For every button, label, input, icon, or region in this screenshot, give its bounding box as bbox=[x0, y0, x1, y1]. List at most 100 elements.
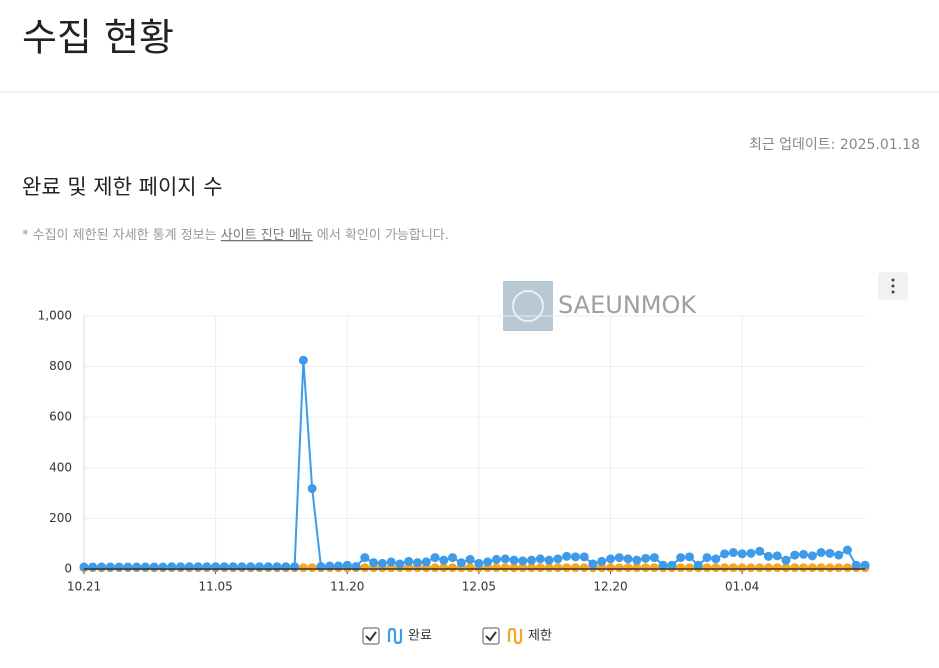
data-point bbox=[272, 562, 282, 572]
data-point bbox=[851, 560, 861, 570]
plot: 0 200 400 600 800 1,000 10.21 11.05 11.20 12.05 12… bbox=[38, 309, 870, 594]
data-point bbox=[123, 562, 133, 572]
data-point bbox=[360, 563, 370, 573]
data-point bbox=[816, 548, 826, 558]
data-point bbox=[404, 563, 414, 573]
data-point bbox=[816, 563, 826, 573]
data-point bbox=[176, 562, 186, 572]
data-point bbox=[772, 563, 782, 573]
data-point bbox=[728, 563, 738, 573]
data-point bbox=[307, 563, 317, 573]
legend-swatch bbox=[507, 627, 523, 645]
data-point bbox=[781, 555, 791, 565]
data-point bbox=[412, 558, 422, 568]
menu-dot bbox=[891, 284, 895, 288]
data-point bbox=[369, 558, 379, 568]
data-point bbox=[711, 554, 721, 564]
y-tick-label: 800 bbox=[49, 359, 72, 373]
data-point bbox=[755, 546, 765, 556]
watermark-text: SAEUNMOK bbox=[558, 291, 697, 319]
data-point bbox=[825, 548, 835, 558]
data-point bbox=[834, 563, 844, 573]
data-point bbox=[386, 557, 396, 567]
data-point bbox=[570, 552, 580, 562]
data-point bbox=[211, 562, 221, 572]
data-point bbox=[842, 563, 852, 573]
data-point bbox=[667, 560, 677, 570]
data-point bbox=[579, 552, 589, 562]
data-point bbox=[88, 562, 98, 572]
data-point bbox=[360, 553, 370, 563]
data-point bbox=[746, 548, 756, 558]
legend-check bbox=[485, 631, 497, 642]
data-point bbox=[255, 562, 265, 572]
data-point bbox=[720, 549, 730, 559]
data-point bbox=[588, 559, 598, 569]
data-point bbox=[246, 562, 256, 572]
data-point bbox=[228, 562, 238, 572]
legend: 완료 제한 bbox=[362, 627, 552, 645]
data-point bbox=[395, 559, 405, 569]
data-point bbox=[491, 563, 501, 573]
legend-label: 제한 bbox=[528, 629, 552, 644]
data-point bbox=[544, 555, 554, 565]
legend-item[interactable]: 제한 bbox=[482, 627, 552, 645]
data-point bbox=[404, 556, 414, 566]
watermark-logo-ring bbox=[512, 290, 544, 322]
y-tick-label: 600 bbox=[49, 410, 72, 424]
data-point bbox=[676, 563, 686, 573]
data-point bbox=[307, 484, 317, 494]
data-point bbox=[281, 562, 291, 572]
legend-check bbox=[365, 631, 377, 642]
data-point bbox=[439, 563, 449, 573]
note-prefix: * 수집이 제한된 자세한 통계 정보는 bbox=[22, 228, 217, 243]
data-point bbox=[641, 553, 651, 563]
data-point bbox=[184, 562, 194, 572]
data-point bbox=[711, 563, 721, 573]
note: * 수집이 제한된 자세한 통계 정보는 사이트 진단 메뉴 에서 확인이 가능… bbox=[22, 228, 449, 243]
data-point bbox=[755, 563, 765, 573]
data-point bbox=[483, 557, 493, 567]
data-point bbox=[544, 563, 554, 573]
data-point bbox=[509, 555, 519, 565]
data-point bbox=[860, 560, 870, 570]
data-point bbox=[781, 563, 791, 573]
update-date: 최근 업데이트: 2025.01.18 bbox=[749, 137, 920, 153]
x-tick-label: 11.05 bbox=[198, 580, 232, 594]
data-point bbox=[325, 561, 335, 571]
legend-checkbox[interactable] bbox=[482, 627, 500, 645]
note-link[interactable]: 사이트 진단 메뉴 bbox=[221, 228, 313, 243]
data-point bbox=[290, 562, 300, 572]
data-point bbox=[518, 563, 528, 573]
data-point bbox=[430, 553, 440, 563]
data-point bbox=[763, 563, 773, 573]
data-point bbox=[158, 562, 168, 572]
data-point bbox=[763, 551, 773, 561]
legend-checkbox[interactable] bbox=[362, 627, 380, 645]
data-point bbox=[263, 562, 273, 572]
data-point bbox=[298, 355, 308, 365]
data-point bbox=[333, 561, 343, 571]
data-point bbox=[606, 554, 616, 564]
data-point bbox=[500, 563, 510, 573]
data-point bbox=[465, 554, 475, 564]
legend-item[interactable]: 완료 bbox=[362, 627, 432, 645]
data-point bbox=[140, 562, 150, 572]
data-point bbox=[825, 563, 835, 573]
data-point bbox=[527, 555, 537, 565]
section-title: 완료 및 제한 페이지 수 bbox=[22, 175, 223, 199]
data-point bbox=[702, 553, 712, 563]
x-tick-label: 12.05 bbox=[462, 580, 496, 594]
data-point bbox=[842, 545, 852, 555]
data-point bbox=[649, 563, 659, 573]
data-point bbox=[535, 554, 545, 564]
data-point bbox=[606, 563, 616, 573]
x-tick-label: 12.20 bbox=[593, 580, 627, 594]
data-point bbox=[553, 563, 563, 573]
data-point bbox=[579, 563, 589, 573]
data-point bbox=[430, 563, 440, 573]
x-tick-label: 10.21 bbox=[67, 580, 101, 594]
menu-dot bbox=[891, 278, 895, 282]
data-point bbox=[500, 554, 510, 564]
